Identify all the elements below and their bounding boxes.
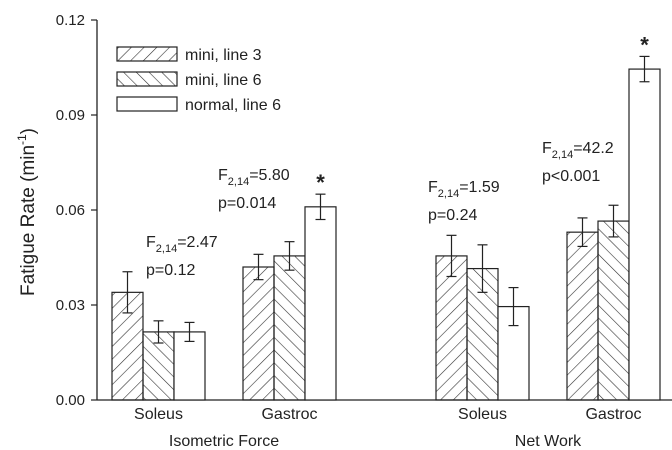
axis-labels: 0.00 0.03 0.06 0.09 0.12 Soleus Gastroc Soleus G… (56, 12, 642, 450)
x-category-label: Soleus (458, 406, 507, 423)
f-statistic-label: F2,14=5.80 (218, 167, 290, 188)
significance-star: * (640, 32, 649, 57)
legend-swatch (116, 96, 178, 112)
p-value-label: p=0.12 (146, 262, 195, 279)
x-group-label: Net Work (515, 433, 582, 450)
x-group-label: Isometric Force (169, 433, 279, 450)
f-statistic-label: F2,14=42.2 (542, 140, 614, 161)
legend-swatch (116, 71, 178, 87)
bar-mini-line-6 (597, 220, 630, 401)
y-axis-title: Fatigue Rate (min-1) (15, 128, 39, 296)
legend: mini, line 3 mini, line 6 normal, line 6 (116, 46, 281, 114)
legend-label: mini, line 3 (185, 47, 262, 64)
bar-normal-line-6 (628, 68, 661, 401)
y-tick-label: 0.00 (56, 392, 85, 409)
bar-mini-line-3 (242, 266, 275, 401)
f-statistic-label: F2,14=2.47 (146, 234, 218, 255)
bar-mini-line-6 (273, 255, 306, 401)
y-tick-label: 0.06 (56, 202, 85, 219)
error-bars (122, 55, 650, 344)
p-value-label: p=0.014 (218, 195, 276, 212)
legend-swatch (116, 46, 178, 62)
f-statistic-label: F2,14=1.59 (428, 179, 500, 200)
bar-normal-line-6 (173, 331, 206, 401)
bar-mini-line-3 (435, 255, 468, 401)
legend-label: mini, line 6 (185, 72, 262, 89)
p-value-label: p<0.001 (542, 168, 600, 185)
bar-mini-line-3 (566, 231, 599, 401)
x-category-label: Gastroc (585, 406, 641, 423)
y-tick-label: 0.09 (56, 107, 85, 124)
legend-label: normal, line 6 (185, 97, 281, 114)
significance-star: * (316, 170, 325, 195)
bars (111, 68, 661, 401)
x-category-label: Soleus (134, 406, 183, 423)
x-category-label: Gastroc (261, 406, 317, 423)
y-tick-label: 0.03 (56, 297, 85, 314)
y-tick-label: 0.12 (56, 12, 85, 29)
p-value-label: p=0.24 (428, 207, 477, 224)
bar-normal-line-6 (304, 206, 337, 401)
annotations: F2,14=2.47 p=0.12 F2,14=5.80 p=0.014 * F2,14=… (146, 32, 649, 279)
